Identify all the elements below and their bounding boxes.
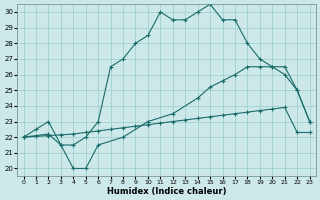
X-axis label: Humidex (Indice chaleur): Humidex (Indice chaleur) xyxy=(107,187,226,196)
